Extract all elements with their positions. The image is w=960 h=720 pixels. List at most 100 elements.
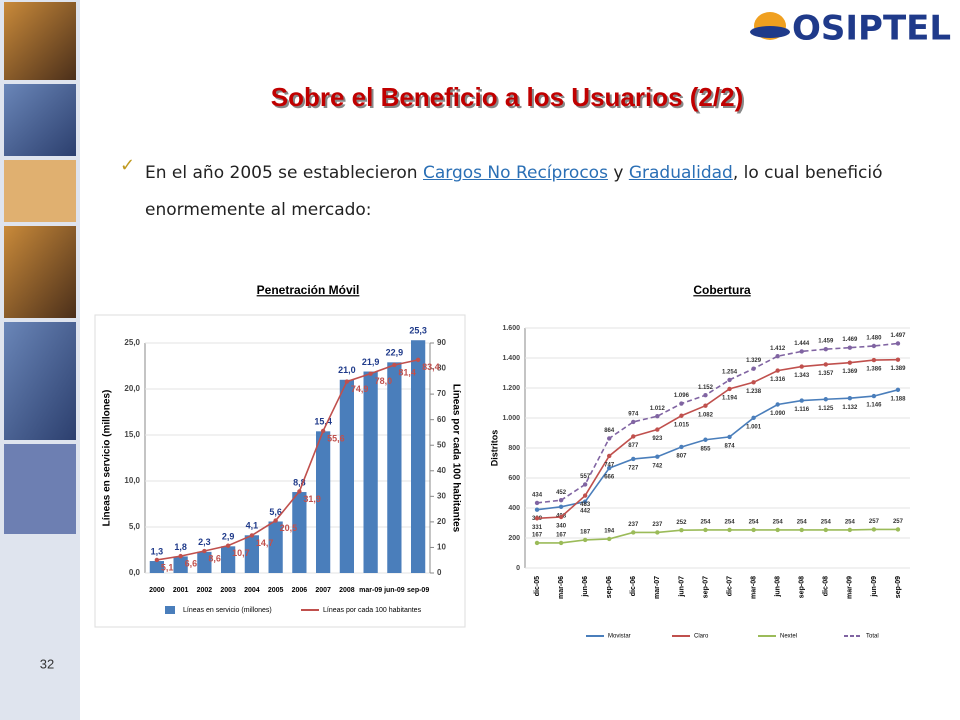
data-label: 1.015 [674,422,690,428]
line [536,342,899,504]
data-label: 442 [580,508,591,514]
y2-tick-label: 0 [437,568,442,577]
marker [775,368,780,373]
text: , lo cual benefició enormemente al merca… [145,163,883,220]
marker [775,354,780,359]
data-label: 974 [628,411,639,417]
data-label: 434 [532,492,543,498]
data-label: 1,8 [174,542,187,552]
marker [871,527,877,532]
x-tick-label: 2000 [149,587,165,594]
data-label: 254 [749,519,760,525]
y2-tick-label: 10 [437,543,446,552]
marker [582,537,588,543]
y-tick-label: 200 [508,535,520,542]
line [536,389,899,511]
marker [558,498,564,503]
marker [823,397,828,402]
x-tick-label: sep-07 [702,576,709,598]
x-tick-label: 2006 [292,587,308,594]
y2-tick-label: 60 [437,415,446,424]
photo [4,444,76,534]
data-label: 1.480 [866,336,882,342]
marker [297,489,302,494]
x-tick-label: jun-09 [871,576,878,598]
marker [415,357,421,363]
data-label: 254 [773,519,784,525]
data-label: 1.459 [818,339,834,345]
marker [631,530,636,535]
legend-label: Total [866,634,879,640]
marker [655,454,660,459]
y2-tick-label: 50 [437,440,446,449]
bar [411,340,426,573]
x-tick-label: jun-07 [678,576,685,598]
y-tick-label: 1.000 [502,415,520,422]
x-tick-label: mar-06 [558,576,565,599]
data-label: 15,4 [314,417,332,427]
chart-title: Cobertura [693,283,751,297]
marker [703,403,708,408]
data-label: 6,6 [185,559,198,569]
data-label: 254 [797,519,808,525]
y-tick-label: 0,0 [129,568,141,577]
marker [607,436,612,441]
data-label: 254 [821,519,832,525]
y2-tick-label: 90 [437,338,446,347]
data-label: 1.090 [770,411,786,417]
marker [895,357,901,362]
data-label: 1.152 [698,385,714,391]
data-label: 1.412 [770,346,786,352]
marker [871,393,877,399]
data-label: 20,5 [280,523,298,533]
x-tick-label: jun-09 [383,587,405,594]
x-tick-label: 2005 [268,587,284,594]
data-label: 1.125 [818,406,834,412]
data-label: 331 [532,525,543,531]
data-label: 1.357 [818,371,834,377]
y-tick-label: 10,0 [124,476,140,485]
bar [221,546,236,573]
x-tick-label: sep-06 [606,576,613,598]
marker [607,465,612,471]
data-label: 1.096 [674,393,690,399]
marker [607,453,612,459]
y2-tick-label: 80 [437,364,446,373]
x-tick-label: dic-06 [630,576,637,596]
marker [799,349,804,354]
data-label: 1.316 [770,377,786,383]
x-tick-label: 2003 [220,587,236,594]
title-shadow: Sobre el Beneficio a los Usuarios (2/2) [273,84,745,114]
legend-label: Líneas por cada 100 habitantes [323,607,422,614]
y-tick-label: 400 [508,505,520,512]
data-label: 254 [845,519,856,525]
data-label: 252 [676,520,687,526]
marker [799,398,804,403]
marker [727,377,732,383]
y-tick-label: 1.600 [502,325,520,332]
link[interactable]: Gradualidad [628,163,733,183]
marker [154,557,160,563]
marker [751,527,756,533]
x-tick-label: sep-09 [407,587,429,594]
x-tick-label: 2001 [173,587,189,594]
data-label: 1.116 [794,407,809,413]
bar [149,561,164,573]
marker [823,346,828,352]
marker [727,386,732,392]
link[interactable]: Cargos No Recíprocos [423,163,608,183]
text: En el año 2005 se establecieron [145,163,423,183]
y2-tick-label: 70 [437,389,446,398]
x-tick-label: jun-06 [582,576,589,598]
marker [751,366,756,371]
marker [679,444,684,450]
data-label: 807 [676,454,687,460]
data-label: 167 [532,533,543,539]
marker [202,548,207,554]
legend-label: Movistar [608,634,631,640]
bar [268,521,283,573]
x-tick-label: mar-09 [847,576,854,599]
y-tick-label: 5,0 [129,522,141,531]
y2-axis-label: Líneas por cada 100 habitantes [450,384,461,533]
